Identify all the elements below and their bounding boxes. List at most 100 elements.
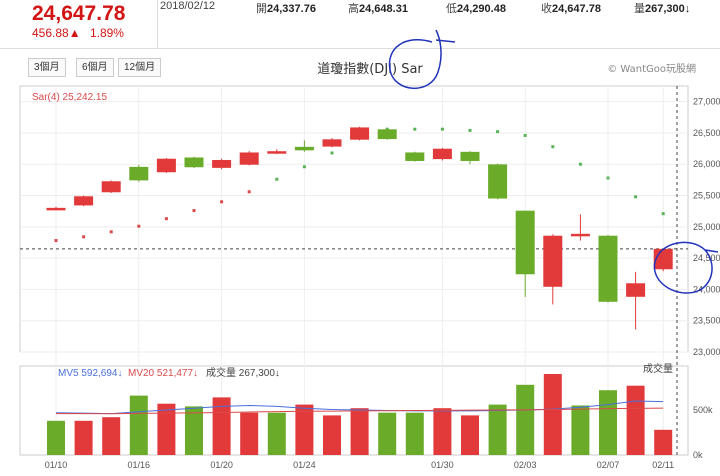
candle-body (350, 127, 370, 140)
sar-dot (523, 133, 527, 137)
mv5-line (55, 400, 664, 415)
x-tick-label: 01/20 (210, 460, 233, 470)
volume-bar (240, 412, 259, 455)
y-tick-label: 23,000 (693, 347, 720, 357)
volume-bar (405, 412, 424, 455)
sar-dot (440, 127, 444, 131)
candle-body (598, 235, 618, 302)
volume-tick-label: 0k (693, 450, 703, 460)
y-tick-label: 26,000 (693, 159, 720, 169)
sar-dot (302, 165, 306, 169)
volume-label: 量 (634, 3, 645, 15)
volume-bar (185, 406, 203, 455)
brand-watermark: © WantGoo玩股網 (607, 64, 696, 75)
y-tick-label: 26,500 (693, 128, 720, 138)
candle-body (322, 139, 342, 147)
close-value: 24,647.78 (552, 3, 601, 15)
candle-body (653, 248, 673, 270)
candle-body (267, 151, 287, 154)
sar-dot (634, 195, 638, 199)
volume-bar (74, 420, 93, 455)
sar-dot (468, 128, 472, 132)
x-tick-label: 02/07 (597, 460, 620, 470)
candle-body (488, 164, 508, 199)
candle-body (129, 166, 149, 181)
volume-legend: 成交量 267,300↓ (206, 366, 280, 379)
candle-body (515, 210, 535, 275)
high-value: 24,648.31 (359, 3, 408, 15)
volume-bar (212, 397, 231, 455)
sar-dot (82, 235, 86, 239)
candle-body (570, 233, 590, 237)
volume-bar (267, 412, 286, 455)
sar-dot (496, 130, 500, 134)
low-value: 24,290.48 (457, 3, 506, 15)
candle-body (543, 235, 563, 287)
volume-bar (129, 395, 148, 455)
volume-bar (157, 403, 176, 455)
y-tick-label: 27,000 (693, 97, 720, 107)
candle-body (212, 159, 232, 168)
sar-dot (54, 239, 58, 243)
candle-body (626, 283, 646, 297)
annotation-circle-title (388, 29, 456, 89)
range-3m-button[interactable]: 3個月 (28, 58, 66, 77)
x-tick-label: 01/30 (431, 460, 454, 470)
open-stat: 開24,337.76 (256, 0, 316, 16)
annotation-circle-candle (653, 241, 719, 294)
candle-body (74, 196, 94, 206)
candle-body (405, 152, 425, 161)
sar-dot (164, 217, 168, 221)
candle-body (377, 129, 397, 140)
price-panel-frame (19, 85, 689, 353)
high-label: 高 (348, 3, 359, 15)
sar-dot (109, 230, 113, 234)
volume-bar (295, 404, 314, 455)
high-stat: 高24,648.31 (348, 0, 408, 16)
open-label: 開 (256, 3, 267, 15)
candle-body (156, 158, 176, 173)
open-value: 24,337.76 (267, 3, 316, 15)
candle-body (46, 207, 66, 211)
candle-body (239, 152, 259, 165)
y-tick-label: 25,000 (693, 222, 720, 232)
change-value: 456.88▲ (32, 26, 81, 40)
sar-dot (330, 151, 334, 155)
low-label: 低 (446, 3, 457, 15)
sar-dot (606, 176, 610, 180)
candle-body (184, 157, 204, 168)
candle-body (101, 181, 121, 193)
volume-bar (102, 417, 121, 455)
y-tick-label: 24,500 (693, 253, 720, 263)
range-12m-button[interactable]: 12個月 (118, 58, 162, 77)
chart-title: 道瓊指數(DJI) Sar (317, 62, 423, 77)
y-tick-label: 25,500 (693, 191, 720, 201)
x-tick-label: 02/11 (652, 460, 674, 470)
volume-bar (323, 415, 341, 455)
change-percent: 1.89% (89, 26, 124, 40)
annotations (388, 29, 719, 294)
x-tick-label: 02/03 (514, 460, 537, 470)
volume-bar (488, 404, 507, 455)
volume-bar (516, 384, 535, 455)
sar-dot (551, 145, 555, 149)
mv20-legend: MV20 521,477↓ (128, 368, 198, 379)
candle-series (46, 126, 673, 330)
volume-bar (654, 429, 673, 455)
volume-value: 267,300↓ (645, 3, 691, 15)
sar-dot (661, 212, 665, 216)
chart-grid (19, 85, 689, 456)
sar-dot (220, 200, 224, 204)
volume-series (47, 374, 673, 455)
volume-bar (461, 415, 479, 455)
volume-bar (378, 412, 397, 455)
quote-date: 2018/02/12 (160, 0, 216, 12)
sar-dot (192, 209, 196, 213)
y-tick-label: 24,000 (693, 284, 720, 294)
sar-dot (578, 162, 582, 166)
price-change: 456.88▲ 1.89% (32, 26, 130, 40)
sar-legend: Sar(4) 25,242.15 (32, 92, 107, 103)
volume-bar (543, 374, 562, 455)
range-6m-button[interactable]: 6個月 (76, 58, 114, 77)
